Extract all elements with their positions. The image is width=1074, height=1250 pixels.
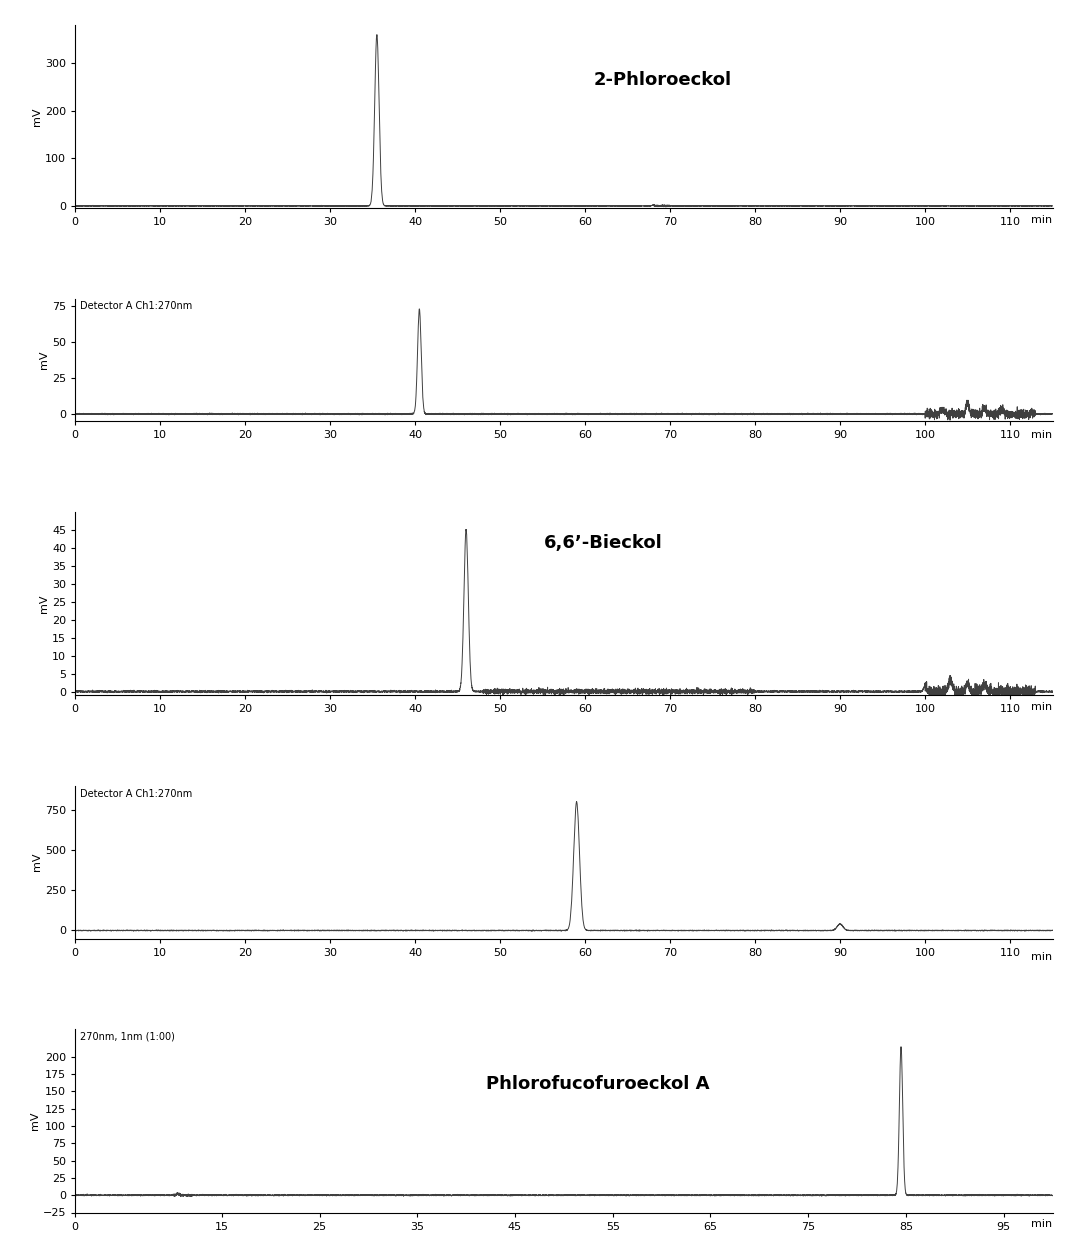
- Y-axis label: mV: mV: [40, 351, 49, 369]
- Y-axis label: mV: mV: [32, 853, 42, 871]
- Text: min: min: [1031, 701, 1053, 711]
- Y-axis label: mV: mV: [32, 107, 42, 126]
- Text: min: min: [1031, 952, 1053, 962]
- Text: min: min: [1031, 1219, 1053, 1229]
- Y-axis label: mV: mV: [40, 594, 49, 612]
- Text: 270nm, 1nm (1:00): 270nm, 1nm (1:00): [81, 1031, 175, 1041]
- Text: Phlorofucofuroeckol A: Phlorofucofuroeckol A: [485, 1075, 709, 1092]
- Text: min: min: [1031, 215, 1053, 225]
- Text: 2-Phloroeckol: 2-Phloroeckol: [593, 71, 731, 89]
- Y-axis label: mV: mV: [30, 1111, 40, 1130]
- Text: min: min: [1031, 430, 1053, 440]
- Text: 6,6’-Bieckol: 6,6’-Bieckol: [545, 534, 663, 551]
- Text: Detector A Ch1:270nm: Detector A Ch1:270nm: [81, 789, 192, 799]
- Text: Detector A Ch1:270nm: Detector A Ch1:270nm: [81, 301, 192, 311]
